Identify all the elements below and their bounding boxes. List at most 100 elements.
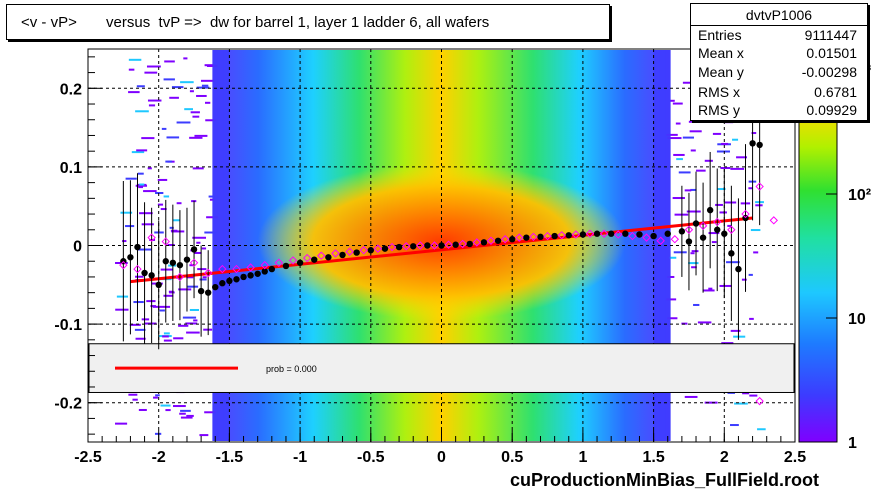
- profile-point-magenta: [741, 209, 750, 219]
- heatmap-speckle: [717, 188, 726, 191]
- heatmap-speckle: [186, 414, 194, 417]
- heatmap-speckle: [748, 273, 753, 276]
- heatmap-speckle: [209, 198, 215, 201]
- stat-value: 9111447: [804, 27, 857, 43]
- colorbar-tick-label: 1: [848, 435, 857, 452]
- x-axis-title: cuProductionMinBias_FullField.root: [509, 470, 819, 490]
- heatmap-speckle: [666, 133, 678, 136]
- heatmap-speckle: [720, 167, 731, 170]
- profile-point-magenta: [387, 242, 397, 252]
- heatmap-speckle: [122, 240, 127, 243]
- profile-point-black: [226, 277, 233, 285]
- profile-point-black: [565, 232, 572, 239]
- heatmap-speckle: [176, 202, 182, 205]
- heatmap-speckle: [688, 262, 699, 265]
- stat-label: Mean y: [698, 64, 744, 80]
- heatmap-speckle: [139, 212, 153, 215]
- profile-point-black: [579, 231, 587, 238]
- heatmap-speckle: [138, 408, 147, 411]
- x-tick-label: -0.5: [357, 449, 385, 466]
- heatmap-speckle: [749, 317, 754, 320]
- x-tick-label: -1: [293, 449, 307, 466]
- heatmap-speckle: [155, 394, 160, 397]
- heatmap-speckle: [690, 252, 695, 255]
- profile-point-black: [197, 287, 205, 295]
- profile-point-magenta: [755, 396, 764, 406]
- heatmap-speckle: [189, 308, 199, 311]
- profile-point-black: [664, 230, 671, 237]
- heatmap-speckle: [667, 275, 675, 278]
- heatmap-speckle: [755, 204, 763, 207]
- profile-point-magenta: [288, 256, 298, 265]
- heatmap-speckle: [732, 138, 739, 141]
- heatmap-speckle: [190, 111, 200, 114]
- heatmap-speckle: [136, 85, 145, 88]
- profile-point-black: [261, 268, 268, 275]
- profile-point-magenta: [500, 235, 510, 244]
- fit-line: [130, 216, 753, 284]
- heatmap-speckle: [166, 136, 180, 139]
- heatmap-speckle: [172, 405, 186, 408]
- heatmap-speckle: [171, 86, 184, 89]
- heatmap-speckle: [141, 137, 155, 140]
- profile-point-black: [523, 234, 530, 241]
- heatmap-speckle: [134, 328, 146, 331]
- stat-entries: Entries 9111447: [698, 27, 857, 45]
- heatmap-speckle: [693, 303, 700, 306]
- heatmap-speckle: [736, 156, 747, 159]
- heatmap-speckle: [690, 188, 697, 191]
- heatmap-speckle: [141, 223, 154, 226]
- heatmap-speckle: [179, 412, 186, 415]
- y-tick-label: -0.2: [54, 396, 82, 413]
- heatmap-speckle: [197, 268, 207, 271]
- profile-point-magenta: [614, 230, 623, 239]
- x-tick-label: 1.5: [642, 449, 664, 466]
- heatmap-speckle: [730, 167, 745, 170]
- heatmap-speckle: [193, 319, 198, 322]
- axes-layer: -2.5 -2 -1.5 -1 -0.5 0 0.5 1 1.5 2 2.5 -0.2 -0.1 0 0.1…: [54, 48, 806, 466]
- stats-name: dvtvP1006: [745, 7, 813, 23]
- profile-point-black: [240, 273, 247, 281]
- heatmap-speckle: [128, 91, 140, 94]
- heatmap-speckle: [146, 300, 156, 303]
- heatmap-speckle: [673, 251, 687, 254]
- heatmap-speckle: [170, 229, 178, 232]
- y-tick-label: 0.2: [60, 81, 82, 98]
- title-box: <v - vP> versus tvP => dw for barrel 1, …: [6, 4, 610, 40]
- x-tick-label: 0: [437, 449, 446, 466]
- heatmap-speckle: [721, 342, 734, 345]
- profile-point-magenta: [628, 231, 637, 241]
- heatmap-speckle: [684, 189, 692, 192]
- heatmap-speckle: [148, 104, 156, 107]
- x-tick-label: 2.5: [784, 449, 806, 466]
- profile-point-black: [296, 259, 304, 266]
- profile-point-magenta: [331, 249, 340, 258]
- heatmap-speckle: [196, 94, 207, 97]
- heatmap-speckle: [129, 323, 141, 326]
- heatmap-speckle: [160, 268, 174, 271]
- heatmap-speckle: [757, 428, 766, 431]
- profile-point-black: [706, 206, 714, 214]
- heatmap-speckle: [135, 110, 149, 113]
- heatmap-speckle: [164, 60, 175, 63]
- heatmap-speckle: [748, 187, 753, 190]
- heatmap-speckle: [161, 127, 167, 130]
- profile-point-magenta: [175, 272, 185, 282]
- heatmap-speckle: [751, 132, 757, 135]
- heatmap-speckle: [199, 278, 207, 281]
- heatmap-speckle: [165, 409, 171, 412]
- heatmap-speckle: [730, 424, 739, 427]
- heatmap-speckle: [163, 78, 175, 81]
- heatmap-speckle: [667, 137, 682, 140]
- profile-point-magenta: [373, 244, 383, 253]
- profile-point-magenta: [599, 229, 609, 238]
- profile-point-magenta: [119, 260, 128, 270]
- profile-point-black: [141, 269, 148, 277]
- heatmap-speckle: [160, 404, 171, 407]
- heatmap-speckle: [120, 211, 133, 214]
- heatmap-speckle: [201, 84, 209, 87]
- heatmap-speckle: [676, 158, 683, 161]
- heatmap-speckle: [682, 81, 695, 84]
- heatmap-speckle: [741, 278, 747, 281]
